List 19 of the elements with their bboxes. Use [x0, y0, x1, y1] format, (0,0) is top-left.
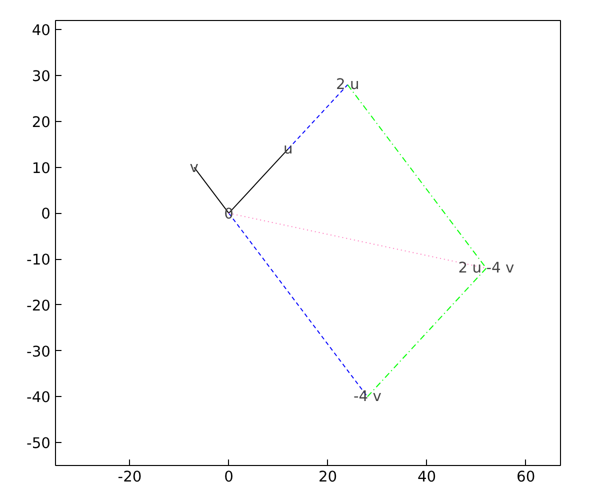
y-tick-label: -50 — [26, 435, 51, 452]
annotation: v — [190, 158, 199, 176]
y-tick-label: 0 — [41, 206, 51, 223]
y-tick-label: 30 — [32, 68, 51, 86]
annotation: 2 u — [336, 76, 360, 94]
y-tick-label: 10 — [32, 160, 51, 177]
x-tick-label: 60 — [516, 468, 536, 486]
y-tick-label: 20 — [32, 114, 51, 131]
x-tick-label: -20 — [118, 468, 142, 486]
y-tick-label: 40 — [32, 22, 51, 40]
y-tick-label: -30 — [26, 343, 51, 360]
x-tick-label: 0 — [224, 468, 234, 486]
x-tick-label: 40 — [418, 468, 436, 486]
annotation: 2 u -4 v — [458, 260, 514, 277]
y-tick-label: -10 — [26, 252, 51, 269]
y-tick-label: -40 — [26, 389, 51, 406]
x-tick-label: 20 — [318, 468, 338, 486]
annotation: -4 v — [353, 388, 382, 406]
y-tick-label: -20 — [26, 297, 51, 314]
